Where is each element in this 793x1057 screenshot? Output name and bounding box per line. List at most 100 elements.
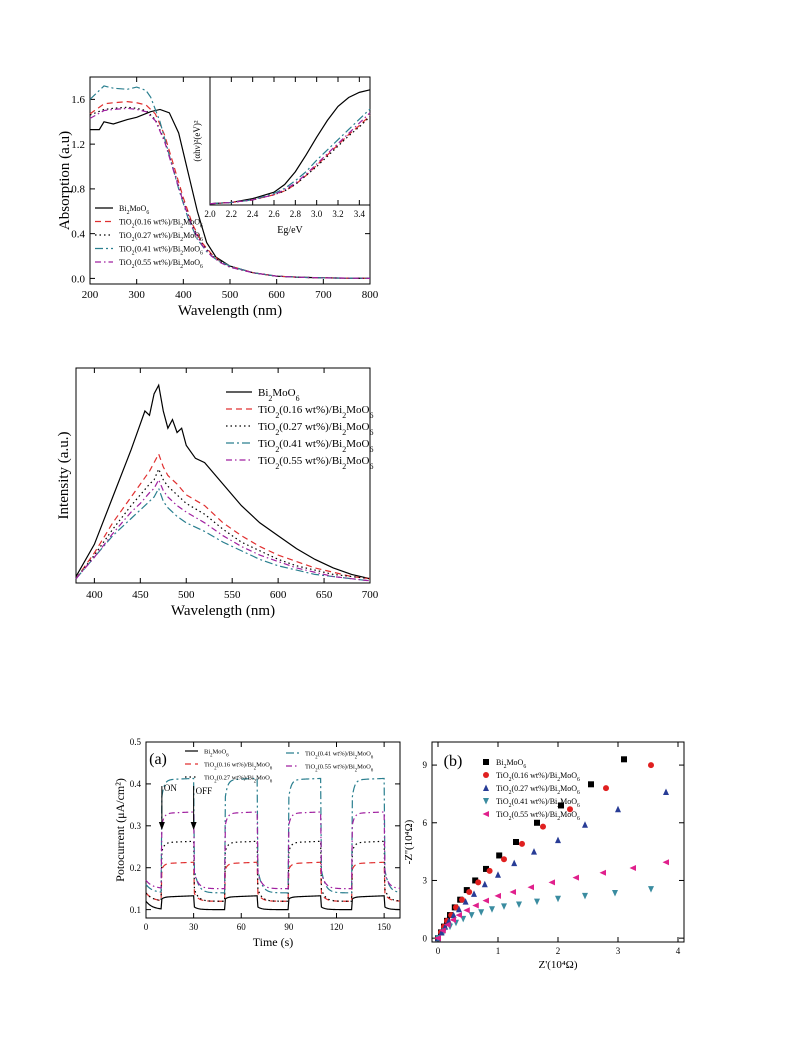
data-point-s2-2 <box>442 923 449 930</box>
data-point-s3-8 <box>501 903 507 910</box>
data-point-s1-5 <box>453 904 459 911</box>
series-line-2 <box>75 467 371 580</box>
y-tick-label: 9 <box>423 760 428 770</box>
data-point-s4-12 <box>572 874 579 881</box>
data-point-s1-11 <box>519 840 525 847</box>
x-tick-label: 500 <box>222 289 239 301</box>
legend-label-1: TiO2(0.16 wt%)/Bi2MoO6 <box>258 404 373 420</box>
data-point-s1-10 <box>501 856 507 863</box>
data-point-s1-15 <box>648 762 654 769</box>
legend-marker-1 <box>483 772 489 778</box>
x-axis-label: Z'(10⁴Ω) <box>538 959 577 971</box>
y-axis-label: Potocurrent (μA/cm²) <box>113 778 127 882</box>
y-tick-label: 0.1 <box>130 905 141 915</box>
data-point-s0-7 <box>463 887 470 894</box>
y-tick-label: 6 <box>423 818 428 828</box>
data-point-s2-11 <box>531 848 537 855</box>
legend-label-4: TiO2(0.55 wt%)/Bi2MoO6 <box>305 763 374 773</box>
x-tick-label: 700 <box>315 289 332 301</box>
series-line-1 <box>75 452 371 580</box>
y-tick-label: 0.3 <box>130 821 142 831</box>
data-point-s4-5 <box>463 907 470 914</box>
data-point-s2-14 <box>615 805 621 813</box>
series-line-2 <box>145 840 401 902</box>
series-line-4 <box>89 107 371 280</box>
x-tick-label: 2.0 <box>204 209 216 219</box>
data-point-s1-9 <box>486 867 493 874</box>
data-point-s1-8 <box>475 879 482 886</box>
pl-chart: 400 450 500 550 600 650 700 Wavelength (nm) Inte… <box>56 367 379 619</box>
legend-label-4: TiO2(0.55 wt%)/Bi2MoO6 <box>119 258 203 270</box>
plot-frame <box>75 367 371 584</box>
x-tick-label: 650 <box>316 589 333 601</box>
data-point-s2-5 <box>456 905 462 913</box>
data-point-s3-7 <box>489 906 495 913</box>
y-tick-label: 0.2 <box>130 863 141 873</box>
x-tick-label: 2.6 <box>268 209 280 219</box>
on-annotation: ON <box>164 783 177 793</box>
data-point-s3-14 <box>648 886 654 893</box>
x-tick-label: 0 <box>436 946 441 956</box>
y-axis-label: Absorption (a.u) <box>57 131 73 230</box>
data-point-s2-15 <box>663 788 669 795</box>
plot-frame <box>209 76 371 206</box>
y-axis-label: Intensity (a.u.) <box>56 432 72 520</box>
data-point-s3-6 <box>478 909 485 916</box>
inset-series-line-3 <box>209 108 371 205</box>
panel-label: (b) <box>444 753 463 770</box>
legend-label-4: TiO2(0.55 wt%)/Bi2MoO6 <box>496 810 580 822</box>
data-point-s4-8 <box>494 892 501 899</box>
x-tick-label: 700 <box>362 589 379 601</box>
series-line-0 <box>75 383 371 580</box>
legend-label-2: TiO2(0.27 wt%)/Bi2MoO6 <box>496 784 580 796</box>
legend-marker-3 <box>483 798 489 805</box>
x-tick-label: 0 <box>144 922 149 932</box>
x-tick-label: 400 <box>86 589 103 601</box>
x-tick-label: 200 <box>82 289 99 301</box>
photocurrent-chart: 0 30 60 90 120 150 0.1 0.2 0.3 0.4 0.5 Time (s) Poto… <box>113 737 401 949</box>
data-point-s0-8 <box>472 877 479 884</box>
x-axis-label: Wavelength (nm) <box>178 303 282 319</box>
data-point-s0-10 <box>496 852 503 859</box>
data-point-s2-12 <box>555 836 561 844</box>
x-tick-label: 3.2 <box>332 209 343 219</box>
data-point-s4-6 <box>472 902 479 909</box>
off-annotation: OFF <box>196 786 213 796</box>
legend-label-0: Bi2MoO6 <box>204 748 229 758</box>
legend-marker-2 <box>483 784 489 791</box>
data-point-s4-9 <box>509 889 516 895</box>
x-axis-label: Eg/eV <box>277 225 303 236</box>
series-line-4 <box>145 811 401 890</box>
y-tick-label: 0.8 <box>71 184 85 196</box>
data-point-s2-7 <box>471 890 477 897</box>
off-arrowhead <box>190 822 197 830</box>
inset-series-line-0 <box>209 89 371 205</box>
x-tick-label: 30 <box>189 922 199 932</box>
legend-label-0: Bi2MoO6 <box>496 758 526 770</box>
data-point-s4-11 <box>548 879 555 886</box>
data-point-s3-13 <box>612 889 618 897</box>
data-point-s3-11 <box>555 895 561 903</box>
data-point-s0-11 <box>513 839 519 845</box>
y-tick-label: 3 <box>423 876 428 886</box>
x-tick-label: 3 <box>616 946 621 956</box>
data-point-s0-13 <box>558 802 564 809</box>
x-tick-label: 450 <box>132 589 149 601</box>
on-arrowhead <box>158 822 165 830</box>
y-tick-label: 1.6 <box>71 94 85 106</box>
data-point-s3-9 <box>516 901 522 908</box>
x-tick-label: 300 <box>128 289 145 301</box>
x-tick-label: 550 <box>224 589 241 601</box>
data-point-s4-1 <box>439 927 446 934</box>
x-tick-label: 2.4 <box>247 209 259 219</box>
data-point-s4-2 <box>444 921 451 928</box>
panel-label: (a) <box>149 751 167 768</box>
data-point-s4-4 <box>455 912 462 919</box>
legend-label-3: TiO2(0.41 wt%)/Bi2MoO6 <box>119 244 203 256</box>
series-line-4 <box>75 478 371 582</box>
legend-label-2: TiO2(0.27 wt%)/Bi2MoO6 <box>258 421 373 437</box>
legend-label-3: TiO2(0.41 wt%)/Bi2MoO6 <box>305 750 374 760</box>
data-point-s1-12 <box>540 823 546 830</box>
x-tick-label: 2 <box>556 946 561 956</box>
data-point-s4-14 <box>629 864 636 871</box>
